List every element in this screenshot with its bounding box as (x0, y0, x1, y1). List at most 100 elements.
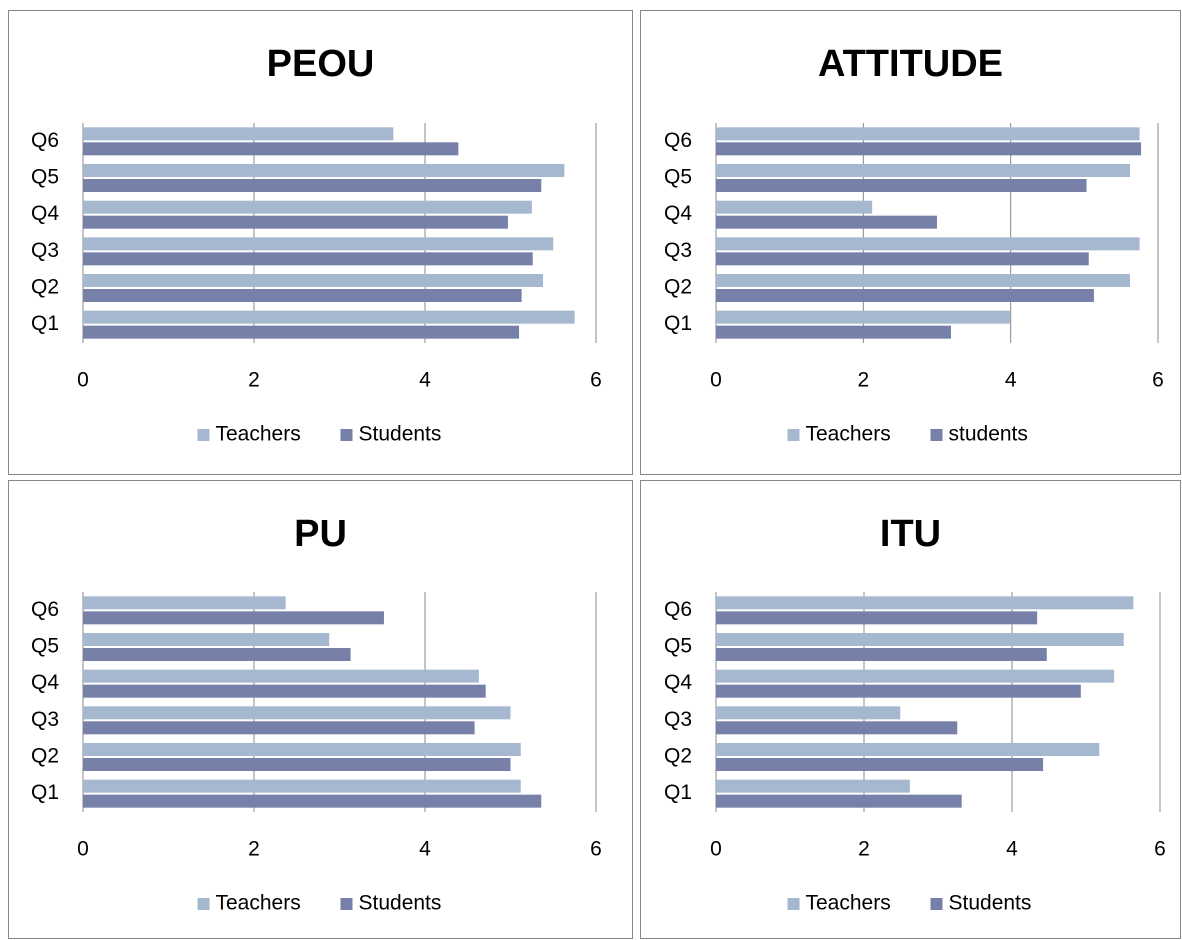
y-tick-label: Q6 (664, 129, 692, 152)
bar (716, 779, 910, 793)
legend-label: Teachers (806, 423, 891, 446)
legend-label: Students (949, 892, 1032, 915)
y-tick-label: Q1 (664, 312, 692, 335)
bar (716, 721, 958, 735)
x-tick-label: 4 (419, 838, 431, 861)
bar (83, 200, 532, 214)
bar (83, 794, 542, 808)
bar (83, 127, 394, 141)
y-tick-label: Q4 (664, 671, 692, 694)
bar (716, 164, 1131, 177)
y-tick-label: Q1 (31, 312, 59, 335)
legend-swatch (197, 429, 210, 441)
bar (83, 215, 508, 229)
bar (83, 721, 475, 735)
bar (716, 706, 901, 720)
chart-title: ITU (880, 513, 941, 555)
bar (83, 237, 554, 251)
y-tick-label: Q1 (31, 781, 59, 804)
legend-swatch (340, 898, 353, 910)
y-tick-label: Q4 (31, 202, 59, 225)
x-tick-label: 4 (1006, 838, 1018, 861)
y-tick-label: Q3 (31, 239, 59, 262)
panel-border (8, 10, 633, 475)
y-tick-label: Q3 (31, 708, 59, 731)
x-tick-label: 2 (248, 369, 260, 392)
bar (716, 274, 1131, 287)
legend-swatch (197, 898, 210, 910)
legend-swatch (930, 898, 943, 910)
legend-swatch (787, 429, 800, 441)
y-tick-label: Q1 (664, 781, 692, 804)
y-tick-label: Q5 (31, 635, 59, 658)
y-tick-label: Q6 (664, 598, 692, 621)
y-tick-label: Q2 (664, 745, 692, 768)
x-tick-label: 2 (858, 838, 870, 861)
x-tick-label: 6 (1154, 838, 1166, 861)
bar (83, 648, 351, 661)
bar (83, 633, 330, 646)
y-tick-label: Q2 (31, 745, 59, 768)
y-tick-label: Q2 (31, 276, 59, 299)
bar (716, 179, 1087, 192)
bar (83, 289, 522, 302)
bar (716, 252, 1089, 266)
x-tick-label: 6 (590, 369, 602, 392)
bar (83, 310, 575, 324)
bar (716, 200, 873, 214)
bar (716, 289, 1094, 302)
chart-title: PU (294, 513, 347, 555)
bar (716, 325, 951, 339)
legend-label: Students (359, 423, 442, 446)
bar (83, 142, 459, 156)
bar (716, 794, 962, 808)
legend-label: students (949, 423, 1028, 446)
y-tick-label: Q5 (664, 166, 692, 189)
y-tick-label: Q5 (31, 166, 59, 189)
bar (83, 743, 521, 756)
bar (716, 596, 1134, 610)
bar (83, 596, 286, 610)
bar (716, 758, 1044, 771)
x-tick-label: 6 (1152, 369, 1164, 392)
bar (83, 325, 520, 339)
x-tick-label: 0 (710, 838, 722, 861)
y-tick-label: Q4 (31, 671, 59, 694)
bar (83, 274, 543, 287)
legend-label: Teachers (806, 892, 891, 915)
bar (716, 669, 1115, 683)
bar (716, 127, 1140, 141)
y-tick-label: Q3 (664, 239, 692, 262)
x-tick-label: 2 (857, 369, 869, 392)
panel-border (8, 480, 633, 939)
bar (83, 252, 533, 266)
bar (83, 779, 521, 793)
legend-swatch (930, 429, 943, 441)
y-tick-label: Q6 (31, 129, 59, 152)
y-tick-label: Q6 (31, 598, 59, 621)
chart-title: PEOU (267, 43, 375, 85)
y-tick-label: Q3 (664, 708, 692, 731)
y-tick-label: Q5 (664, 635, 692, 658)
bar (83, 164, 565, 177)
bar (83, 758, 511, 771)
bar (716, 684, 1081, 698)
legend-label: Teachers (216, 423, 301, 446)
bar (716, 142, 1142, 156)
x-tick-label: 0 (77, 838, 89, 861)
y-tick-label: Q4 (664, 202, 692, 225)
legend-label: Students (359, 892, 442, 915)
bar (83, 669, 479, 683)
x-tick-label: 6 (590, 838, 602, 861)
panel-border (640, 480, 1181, 939)
legend-label: Teachers (216, 892, 301, 915)
x-tick-label: 4 (1005, 369, 1017, 392)
bar (716, 633, 1124, 646)
bar (716, 648, 1047, 661)
panel-border (640, 10, 1181, 475)
bar (83, 179, 542, 192)
bar (716, 743, 1100, 756)
bar (83, 611, 384, 625)
bar (83, 706, 511, 720)
